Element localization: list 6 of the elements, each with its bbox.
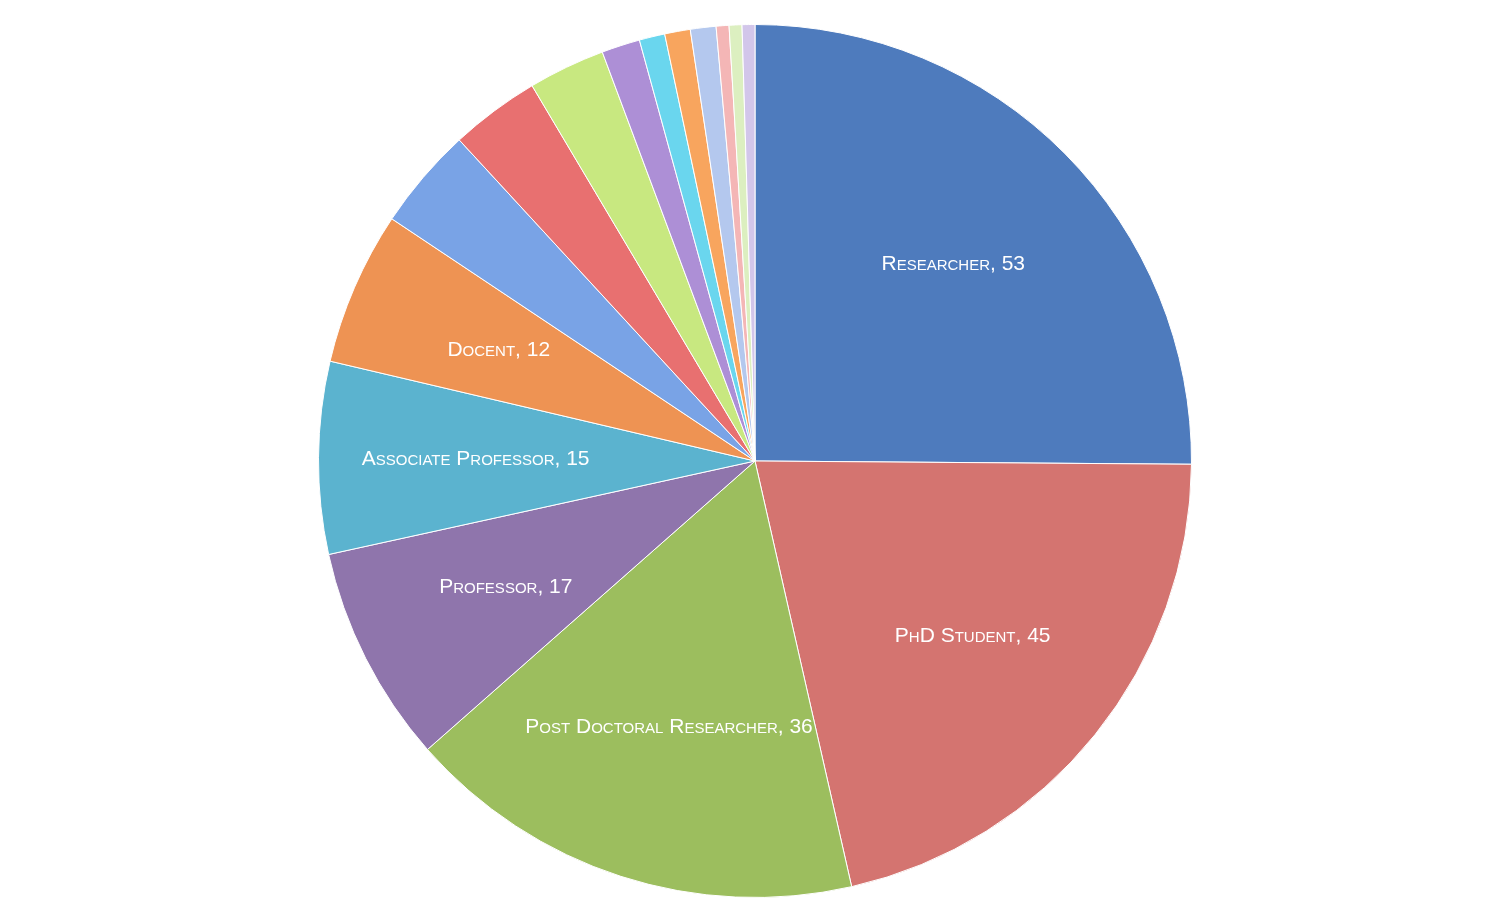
slice-label: Docent, 12 bbox=[447, 336, 551, 360]
slice-label: Researcher, 53 bbox=[881, 251, 1026, 274]
slice-label: Associate Professor, 15 bbox=[361, 445, 590, 469]
slice-label: Professor, 17 bbox=[439, 574, 573, 598]
slice-label: PhD Student, 45 bbox=[894, 622, 1051, 646]
slice-label: Post Doctoral Researcher, 36 bbox=[525, 713, 813, 737]
